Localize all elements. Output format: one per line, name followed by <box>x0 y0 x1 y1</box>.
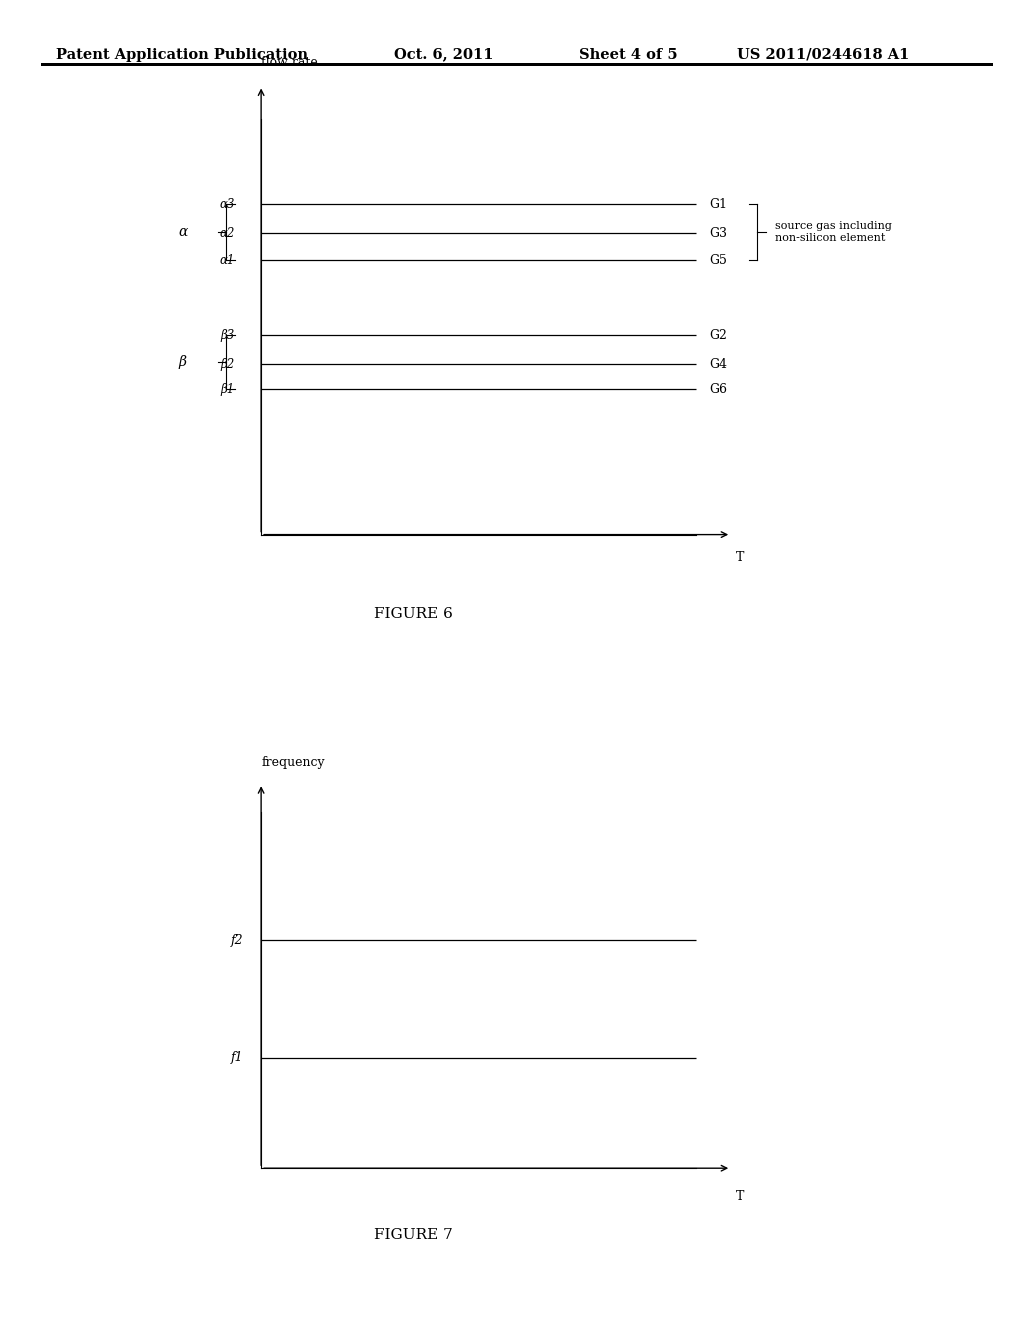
Text: G4: G4 <box>710 358 727 371</box>
Text: G1: G1 <box>710 198 727 210</box>
Text: α3: α3 <box>219 198 236 210</box>
Text: G6: G6 <box>710 383 727 396</box>
Text: T: T <box>735 552 744 564</box>
Text: β1: β1 <box>221 383 236 396</box>
Text: Patent Application Publication: Patent Application Publication <box>56 48 308 62</box>
Text: G3: G3 <box>710 227 727 240</box>
Text: G5: G5 <box>710 253 727 267</box>
Text: β3: β3 <box>221 329 236 342</box>
Text: β2: β2 <box>221 358 236 371</box>
Text: frequency: frequency <box>261 756 325 770</box>
Text: G2: G2 <box>710 329 727 342</box>
Text: Sheet 4 of 5: Sheet 4 of 5 <box>579 48 677 62</box>
Text: α: α <box>178 226 187 239</box>
Text: f2: f2 <box>231 933 244 946</box>
Text: FIGURE 6: FIGURE 6 <box>374 607 453 622</box>
Text: α1: α1 <box>219 253 236 267</box>
Text: β: β <box>179 355 186 370</box>
Text: Oct. 6, 2011: Oct. 6, 2011 <box>394 48 494 62</box>
Text: flow rate: flow rate <box>261 55 317 69</box>
Text: source gas including
non-silicon element: source gas including non-silicon element <box>774 222 892 243</box>
Text: US 2011/0244618 A1: US 2011/0244618 A1 <box>737 48 909 62</box>
Text: T: T <box>735 1189 744 1203</box>
Text: FIGURE 7: FIGURE 7 <box>374 1228 453 1242</box>
Text: α2: α2 <box>219 227 236 240</box>
Text: f1: f1 <box>231 1051 244 1064</box>
